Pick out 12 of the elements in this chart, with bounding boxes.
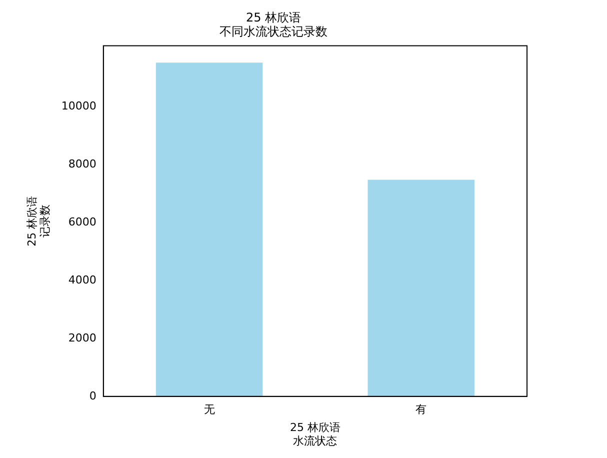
x-tick-label: 有 [416, 402, 427, 416]
y-axis-title: 25 林欣语记录数 [25, 196, 52, 246]
y-tick-label: 4000 [68, 273, 96, 286]
y-tick-label: 6000 [68, 215, 96, 228]
x-tick-label: 无 [204, 402, 215, 416]
y-tick-label: 10000 [61, 99, 96, 112]
y-tick-label: 8000 [68, 157, 96, 170]
chart-title: 25 林欣语 [246, 10, 302, 24]
y-tick-label: 2000 [68, 331, 96, 344]
x-axis-title: 25 林欣语水流状态 [290, 421, 340, 448]
y-tick-label: 0 [89, 389, 96, 402]
chart-subtitle: 不同水流状态记录数 [220, 24, 328, 39]
